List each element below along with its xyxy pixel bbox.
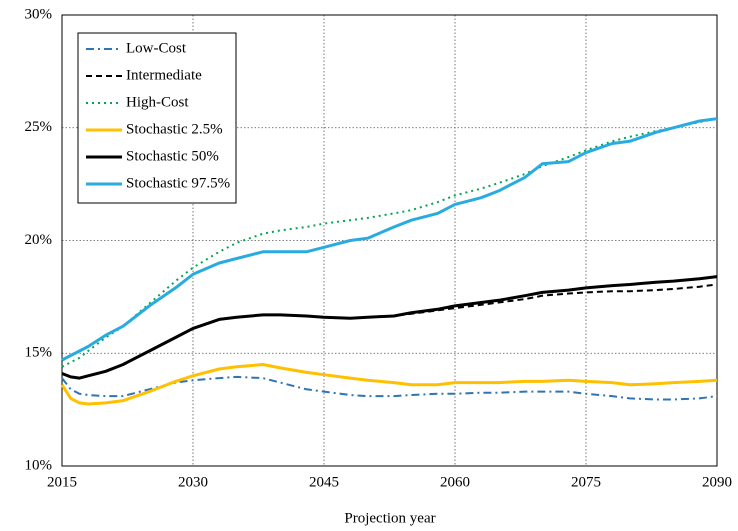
series-line: [61, 117, 718, 362]
legend-label: Low-Cost: [126, 40, 187, 56]
series-line: [61, 375, 718, 401]
y-tick-label: 25%: [25, 119, 53, 135]
y-tick-label: 10%: [25, 457, 53, 473]
series-line: [60, 363, 718, 406]
x-tick-label: 2060: [440, 474, 470, 490]
series-line: [61, 275, 718, 380]
legend-label: Stochastic 97.5%: [126, 175, 230, 191]
y-tick-label: 15%: [25, 345, 53, 361]
x-tick-label: 2030: [178, 474, 208, 490]
legend-box: [77, 32, 237, 204]
x-axis-label: Projection year: [344, 510, 435, 526]
x-tick-label: 2090: [702, 474, 732, 490]
y-tick-label: 20%: [25, 232, 53, 248]
y-tick-label: 30%: [25, 6, 53, 22]
x-tick-label: 2015: [47, 474, 77, 490]
x-tick-label: 2075: [571, 474, 601, 490]
legend-label: Stochastic 2.5%: [126, 121, 223, 137]
plot-frame: [61, 14, 718, 467]
legend-label: Stochastic 50%: [126, 148, 219, 164]
x-tick-label: 2045: [309, 474, 339, 490]
legend-label: Intermediate: [126, 67, 202, 83]
legend-label: High-Cost: [126, 94, 189, 110]
